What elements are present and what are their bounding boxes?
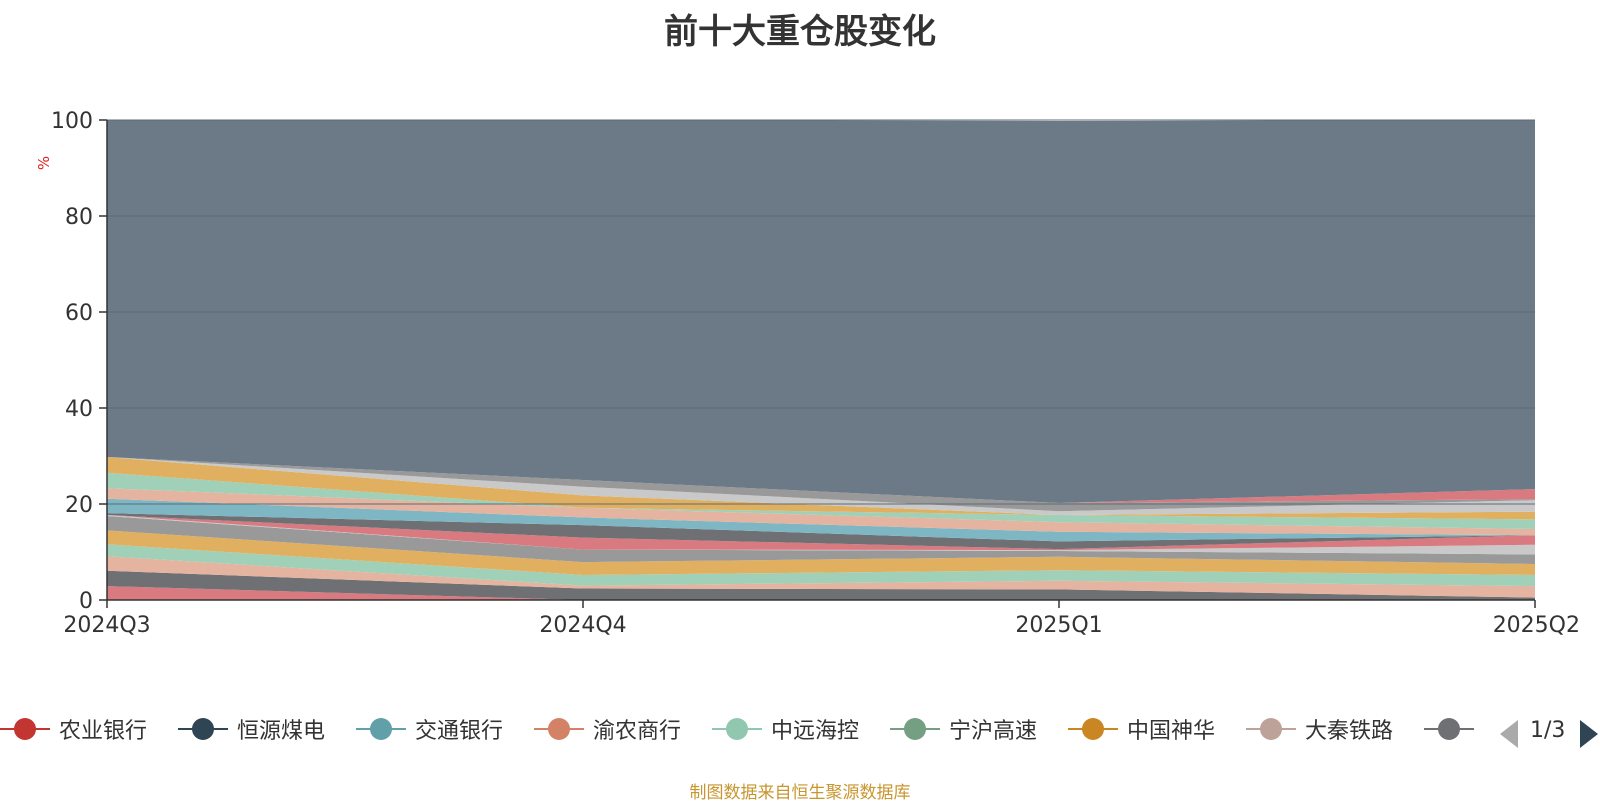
y-tick-label: 0 xyxy=(79,589,93,614)
area-series-6 xyxy=(107,515,1535,555)
legend: 农业银行 恒源煤电 交通银行 渝农商行 中远海控 宁沪高速 中国神华 大秦铁路 中 xyxy=(0,712,1600,752)
area-series-2 xyxy=(107,556,1535,598)
legend-items: 农业银行 恒源煤电 交通银行 渝农商行 中远海控 宁沪高速 中国神华 大秦铁路 中 xyxy=(0,712,1480,752)
legend-next-page-button[interactable] xyxy=(1580,720,1598,748)
legend-marker-icon xyxy=(0,712,50,746)
area-series-11 xyxy=(107,472,1535,529)
legend-item[interactable]: 恒源煤电 xyxy=(178,712,325,746)
legend-item[interactable]: 中 xyxy=(1424,712,1480,746)
chart-title: 前十大重仓股变化 xyxy=(664,12,936,52)
area-series-4 xyxy=(107,530,1535,575)
legend-item[interactable]: 交通银行 xyxy=(356,712,503,746)
legend-marker-icon xyxy=(1246,712,1296,746)
legend-marker-icon xyxy=(712,712,762,746)
area-series-13 xyxy=(107,457,1535,515)
legend-item[interactable]: 大秦铁路 xyxy=(1246,712,1393,746)
area-series-12 xyxy=(107,457,1535,520)
area-series-1 xyxy=(107,570,1535,600)
legend-label: 交通银行 xyxy=(415,719,504,744)
legend-label: 中国神华 xyxy=(1127,719,1216,744)
legend-label: 农业银行 xyxy=(59,719,148,744)
area-series-10 xyxy=(107,488,1535,536)
area-series-9 xyxy=(107,498,1535,542)
legend-marker-icon xyxy=(356,712,406,746)
legend-label: 宁沪高速 xyxy=(949,719,1038,744)
legend-item[interactable]: 宁沪高速 xyxy=(890,712,1037,746)
axes: 0 20 40 60 80 100 2024Q3 2024Q4 2025Q1 2025Q2 xyxy=(51,109,1580,638)
legend-label: 恒源煤电 xyxy=(237,719,326,744)
x-tick-label: 2024Q3 xyxy=(63,613,150,638)
y-tick-label: 40 xyxy=(65,397,93,422)
y-tick-label: 60 xyxy=(65,301,93,326)
legend-page-indicator: 1/3 xyxy=(1530,718,1566,743)
y-tick-label: 100 xyxy=(51,109,93,134)
legend-label: 中远海控 xyxy=(771,719,860,744)
source-note: 制图数据来自恒生聚源数据库 xyxy=(689,783,911,803)
area-series-0 xyxy=(107,586,1535,600)
legend-item[interactable]: 农业银行 xyxy=(0,712,147,746)
legend-label: 渝农商行 xyxy=(593,719,682,744)
area-series-15 xyxy=(107,457,1535,503)
legend-item[interactable]: 中远海控 xyxy=(712,712,859,746)
y-tick-label: 80 xyxy=(65,205,93,230)
legend-marker-icon xyxy=(178,712,228,746)
legend-marker-icon xyxy=(890,712,940,746)
y-tick-label: 20 xyxy=(65,493,93,518)
area-series-5 xyxy=(107,516,1535,564)
legend-pager: 1/3 xyxy=(1500,718,1600,748)
x-tick-label: 2025Q2 xyxy=(1493,613,1580,638)
grid-lines xyxy=(107,119,1535,505)
legend-item[interactable]: 渝农商行 xyxy=(534,712,681,746)
legend-prev-page-button[interactable] xyxy=(1500,720,1518,748)
stacked-area-chart: 0 20 40 60 80 100 2024Q3 2024Q4 2025Q1 2025Q2 % xyxy=(35,109,1580,638)
legend-marker-icon xyxy=(1068,712,1118,746)
x-tick-label: 2024Q4 xyxy=(539,613,626,638)
area-series-3 xyxy=(107,544,1535,587)
y-axis-unit: % xyxy=(35,156,53,170)
legend-marker-icon xyxy=(1424,712,1474,746)
legend-label: 大秦铁路 xyxy=(1305,719,1394,744)
area-layers xyxy=(107,120,1535,600)
x-tick-label: 2025Q1 xyxy=(1015,613,1102,638)
area-series-7 xyxy=(107,515,1535,551)
legend-item[interactable]: 中国神华 xyxy=(1068,712,1215,746)
legend-marker-icon xyxy=(534,712,584,746)
